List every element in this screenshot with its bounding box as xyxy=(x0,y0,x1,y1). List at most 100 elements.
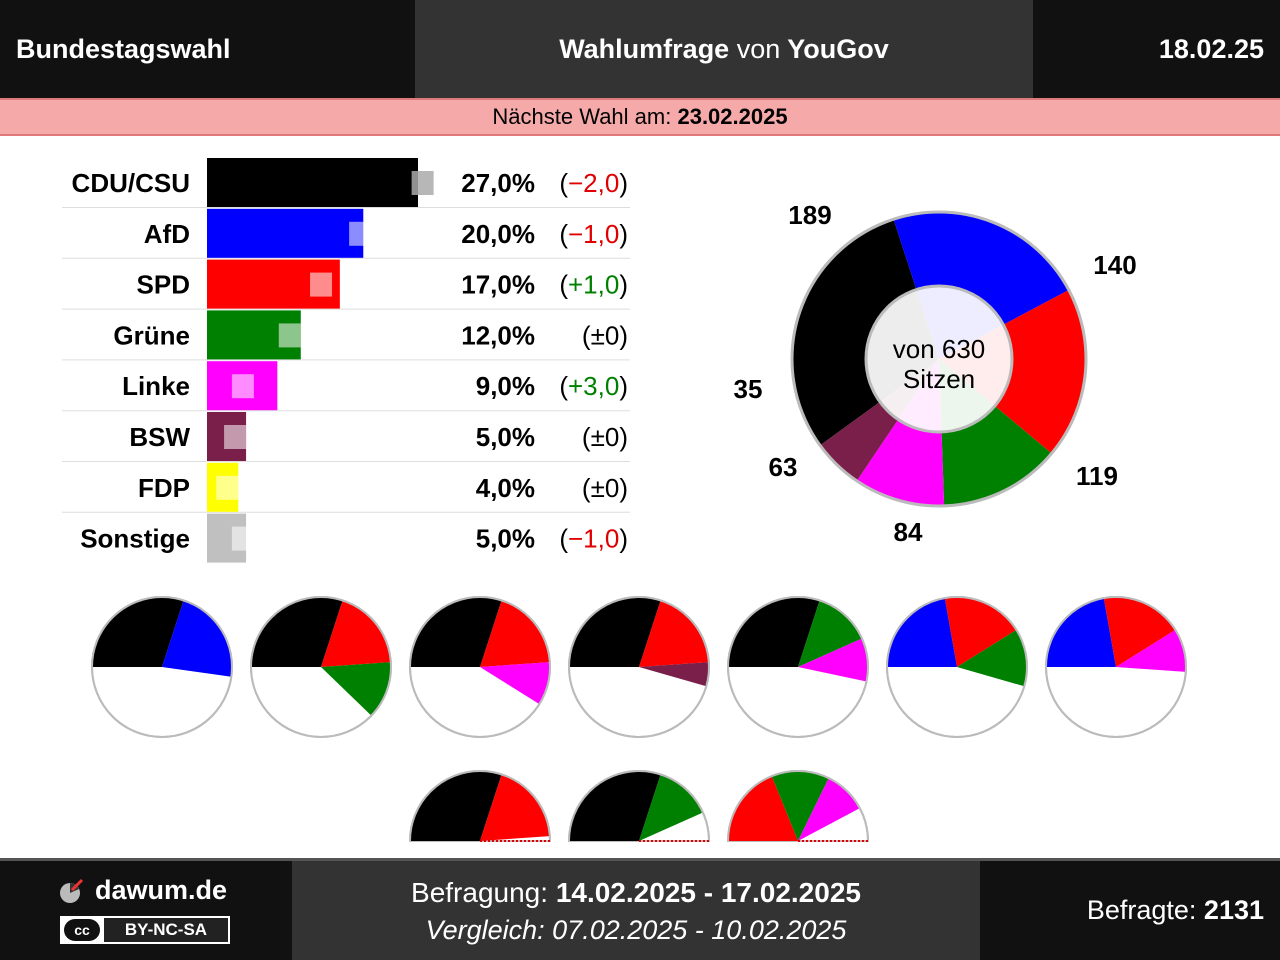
bar-cdu/csu xyxy=(207,158,418,207)
change-label: (−1,0) xyxy=(559,219,628,249)
party-label: Sonstige xyxy=(80,524,190,554)
survey-label: Befragung: xyxy=(411,877,549,908)
previous-value-marker xyxy=(231,526,254,551)
coalition-outline xyxy=(727,596,869,738)
poll-date: 18.02.25 xyxy=(1158,34,1264,64)
value-label: 9,0% xyxy=(476,371,535,401)
seat-slice-spd xyxy=(939,289,1086,454)
header: Bundestagswahl Wahlumfrage von YouGov 18… xyxy=(0,0,1280,98)
poll-title: Wahlumfrage von YouGov xyxy=(559,34,889,64)
coalition-outline xyxy=(250,596,392,738)
party-label: FDP xyxy=(138,473,190,503)
coalition-semicircle-outline xyxy=(568,770,710,842)
party-label: Linke xyxy=(122,371,190,401)
coalition-slice xyxy=(92,597,184,667)
change-label: (±0) xyxy=(582,320,628,350)
party-label: SPD xyxy=(137,270,190,300)
survey-period: 14.02.2025 - 17.02.2025 xyxy=(555,877,861,908)
value-label: 27,0% xyxy=(461,168,535,198)
next-election-bar: Nächste Wahl am: 23.02.2025 xyxy=(0,98,1280,136)
coalition-slice xyxy=(1116,629,1186,672)
dawum-logo-icon xyxy=(60,878,84,903)
coalition-slice xyxy=(162,600,233,677)
donut-center-label: von 630 xyxy=(893,334,986,364)
coalition-outline xyxy=(91,596,233,738)
coalition-slice xyxy=(569,596,661,667)
site-link[interactable]: dawum.de xyxy=(95,875,228,905)
bar-afd xyxy=(207,208,364,258)
change-label: (−1,0) xyxy=(559,524,628,554)
coalition-semicircle-outline xyxy=(409,770,551,842)
election-title: Bundestagswahl xyxy=(16,34,231,64)
cc-icon: cc xyxy=(64,919,100,941)
previous-value-marker xyxy=(349,221,372,246)
header-center: Wahlumfrage von YouGov xyxy=(415,0,1033,98)
coalition-semicircle-outline xyxy=(727,770,869,842)
header-left: Bundestagswahl xyxy=(0,0,415,98)
footer: dawum.de cc BY-NC-SA Befragung: 14.02.20… xyxy=(0,858,1280,960)
poll-title-mid: von xyxy=(736,34,781,64)
seat-slice-cdu/csu xyxy=(792,219,939,446)
charts-canvas: CDU/CSU 27,0% (−2,0) AfD 20,0% (−1,0) SPD 17,0%… xyxy=(62,158,1187,842)
seat-label: 35 xyxy=(734,374,763,404)
coalition-short-slice xyxy=(798,778,860,841)
respondents-count: 2131 xyxy=(1203,895,1264,925)
change-label: (±0) xyxy=(582,473,628,503)
donut-center-label: Sitzen xyxy=(903,364,975,394)
license-text: BY-NC-SA xyxy=(104,918,228,942)
coalition-short-slice xyxy=(728,776,798,841)
seat-label: 84 xyxy=(894,517,923,547)
coalition-short-slice xyxy=(480,774,550,841)
compare-period-line: Vergleich: 07.02.2025 - 10.02.2025 xyxy=(292,915,980,946)
coalition-slice xyxy=(321,662,391,716)
respondents-label: Befragte: xyxy=(1086,895,1197,925)
value-label: 5,0% xyxy=(476,524,535,554)
coalition-outline xyxy=(886,596,1028,738)
coalition-outline xyxy=(568,596,710,738)
license-badge[interactable]: cc BY-NC-SA xyxy=(60,916,230,944)
coalition-short-slice xyxy=(409,771,502,841)
seat-label: 189 xyxy=(788,200,831,230)
footer-center: Befragung: 14.02.2025 - 17.02.2025 Vergl… xyxy=(292,858,980,960)
compare-period: 07.02.2025 - 10.02.2025 xyxy=(552,915,847,945)
previous-value-marker xyxy=(231,374,254,399)
coalition-short-slice xyxy=(569,771,661,841)
coalition-outline xyxy=(409,596,551,738)
value-label: 20,0% xyxy=(461,219,535,249)
previous-value-marker xyxy=(411,171,434,195)
value-label: 5,0% xyxy=(476,422,535,452)
coalition-slice xyxy=(251,596,343,667)
change-label: (−2,0) xyxy=(559,168,628,198)
seat-label: 63 xyxy=(769,452,798,482)
change-label: (±0) xyxy=(582,422,628,452)
compare-label: Vergleich: xyxy=(425,915,545,945)
value-label: 17,0% xyxy=(461,270,535,300)
seat-label: 140 xyxy=(1093,250,1136,280)
header-right: 18.02.25 xyxy=(1033,0,1280,98)
coalition-slice xyxy=(957,629,1027,687)
previous-value-marker xyxy=(224,425,247,449)
footer-left: dawum.de cc BY-NC-SA xyxy=(0,858,292,960)
party-label: BSW xyxy=(129,422,190,452)
coalition-slice xyxy=(480,600,550,667)
coalition-slice xyxy=(728,596,820,667)
coalition-slice xyxy=(639,600,709,667)
donut-outline xyxy=(790,210,1088,508)
coalition-slice xyxy=(944,597,1017,667)
party-label: AfD xyxy=(144,219,190,249)
donut-center xyxy=(864,284,1014,434)
coalition-slice xyxy=(1046,598,1116,667)
coalition-outline xyxy=(1045,596,1187,738)
coalition-slice xyxy=(410,596,502,667)
value-label: 12,0% xyxy=(461,320,535,350)
party-label: CDU/CSU xyxy=(72,168,190,198)
party-label: Grüne xyxy=(113,320,190,350)
coalition-slice xyxy=(480,662,550,705)
coalition-slice xyxy=(321,600,391,667)
next-election-date: 23.02.2025 xyxy=(677,104,788,129)
coalition-slice xyxy=(1103,597,1176,667)
poll-title-prefix: Wahlumfrage xyxy=(559,34,730,64)
coalition-slice xyxy=(798,638,868,682)
seat-label: 119 xyxy=(1076,461,1118,491)
footer-right: Befragte: 2131 xyxy=(980,858,1280,960)
